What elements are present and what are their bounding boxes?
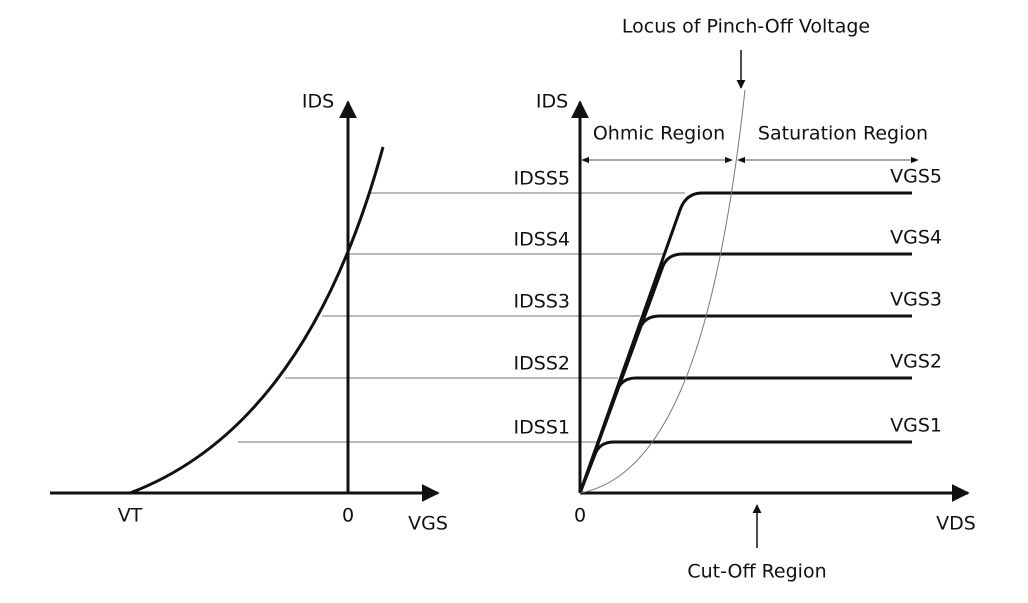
vgs-label: VGS3 xyxy=(890,289,942,311)
vgs-label: VGS5 xyxy=(890,166,942,188)
idss-label: IDSS3 xyxy=(514,291,570,313)
idss-label: IDSS5 xyxy=(514,168,570,190)
vgs-label: VGS4 xyxy=(890,227,942,249)
cutoff-label: Cut-Off Region xyxy=(687,561,826,583)
x-label: VDS xyxy=(936,513,976,535)
origin-label: 0 xyxy=(342,505,354,527)
threshold-label: VT xyxy=(118,505,143,527)
idss-label: IDSS1 xyxy=(514,417,570,439)
x-label: VGS xyxy=(408,513,448,535)
idss-label: IDSS2 xyxy=(514,353,570,375)
locus-label: Locus of Pinch-Off Voltage xyxy=(622,16,870,38)
y-label: IDS xyxy=(302,91,334,113)
pinch-off-locus xyxy=(579,89,746,494)
transfer-curve xyxy=(129,146,385,495)
vgs-label: VGS1 xyxy=(890,415,942,437)
y-label: IDS xyxy=(536,91,568,113)
vgs-label: VGS2 xyxy=(890,351,942,373)
output-curves xyxy=(578,191,912,494)
idss-label: IDSS4 xyxy=(514,229,570,251)
guide-lines xyxy=(238,192,685,443)
saturation-label: Saturation Region xyxy=(758,123,928,145)
ohmic-label: Ohmic Region xyxy=(593,123,725,145)
origin-label: 0 xyxy=(574,505,586,527)
